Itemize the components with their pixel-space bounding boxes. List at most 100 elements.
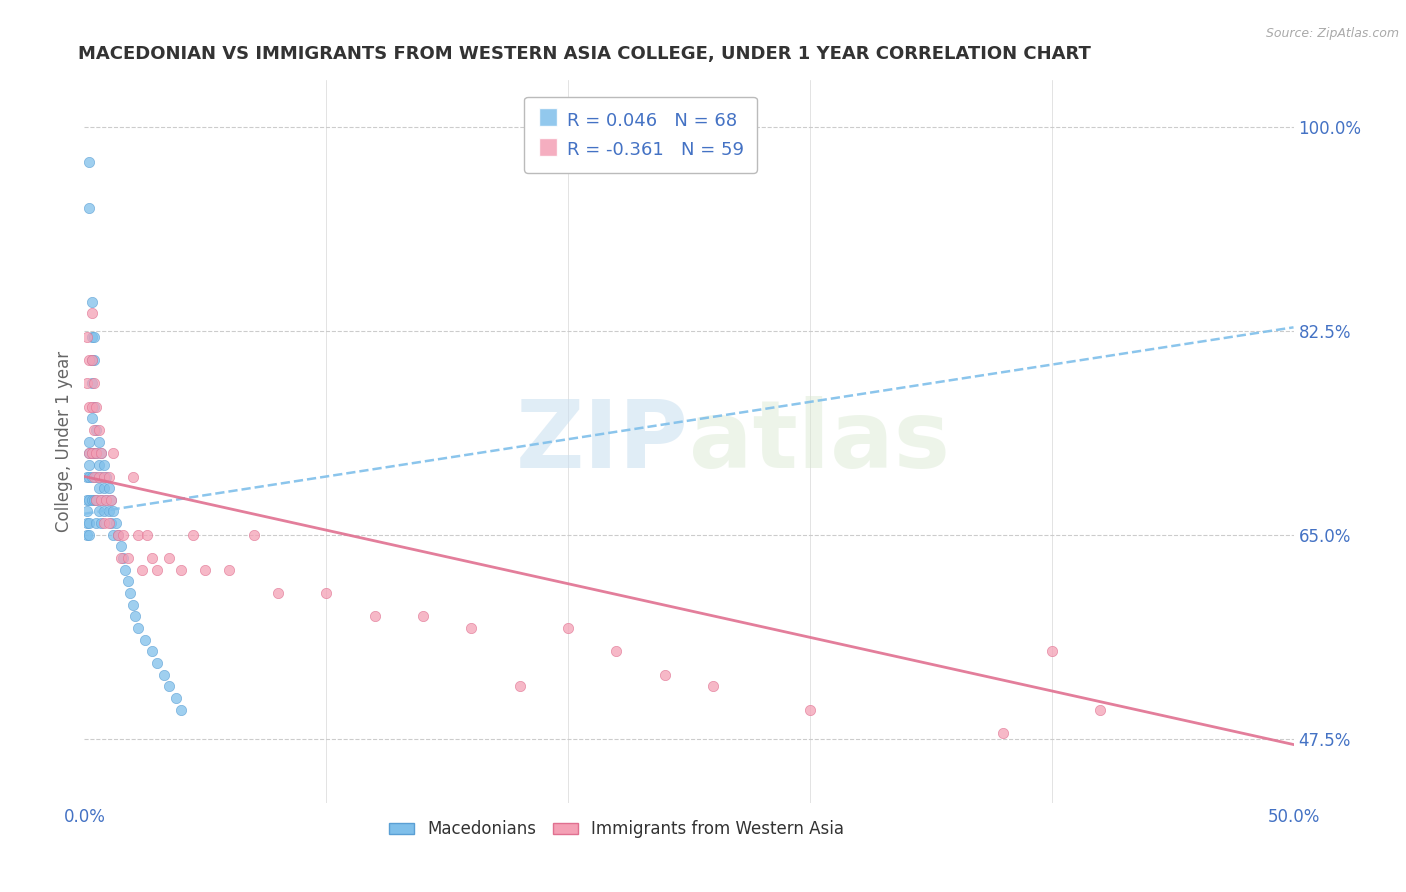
- Point: [315, 586, 337, 600]
- Point: [100, 516, 122, 530]
- Point: [87, 469, 110, 483]
- Point: [87, 423, 110, 437]
- Point: [124, 609, 146, 624]
- Point: [702, 679, 724, 693]
- Point: [412, 609, 434, 624]
- Point: [97, 516, 120, 530]
- Point: [141, 551, 163, 566]
- Point: [93, 458, 115, 472]
- Point: [83, 353, 105, 368]
- Point: [93, 469, 115, 483]
- Point: [77, 458, 100, 472]
- Point: [80, 492, 103, 507]
- Point: [86, 400, 108, 414]
- Point: [87, 458, 110, 472]
- Point: [799, 702, 821, 716]
- Point: [77, 400, 100, 414]
- Point: [181, 528, 204, 542]
- Point: [120, 586, 142, 600]
- Point: [993, 726, 1015, 740]
- Point: [107, 528, 129, 542]
- Point: [86, 446, 108, 460]
- Point: [77, 434, 100, 449]
- Point: [110, 540, 132, 554]
- Point: [90, 446, 112, 460]
- Point: [80, 469, 103, 483]
- Point: [86, 492, 108, 507]
- Point: [83, 492, 105, 507]
- Legend: Macedonians, Immigrants from Western Asia: Macedonians, Immigrants from Western Asi…: [382, 814, 851, 845]
- Point: [83, 469, 105, 483]
- Point: [86, 516, 108, 530]
- Point: [83, 329, 105, 343]
- Point: [76, 504, 98, 518]
- Point: [157, 551, 180, 566]
- Point: [110, 551, 132, 566]
- Point: [654, 667, 676, 681]
- Point: [93, 481, 115, 495]
- Point: [605, 644, 627, 658]
- Point: [77, 202, 100, 216]
- Point: [77, 516, 100, 530]
- Point: [131, 563, 153, 577]
- Point: [76, 329, 98, 343]
- Point: [121, 469, 143, 483]
- Point: [87, 504, 110, 518]
- Point: [87, 434, 110, 449]
- Point: [80, 329, 103, 343]
- Point: [77, 446, 100, 460]
- Point: [97, 481, 120, 495]
- Point: [103, 446, 125, 460]
- Point: [77, 528, 100, 542]
- Point: [267, 586, 290, 600]
- Point: [1088, 702, 1111, 716]
- Point: [76, 376, 98, 391]
- Text: Source: ZipAtlas.com: Source: ZipAtlas.com: [1265, 27, 1399, 40]
- Point: [141, 644, 163, 658]
- Point: [76, 516, 98, 530]
- Point: [94, 469, 117, 483]
- Point: [165, 690, 187, 705]
- Point: [117, 574, 139, 589]
- Point: [83, 400, 105, 414]
- Point: [76, 528, 98, 542]
- Point: [77, 353, 100, 368]
- Point: [86, 469, 108, 483]
- Point: [80, 306, 103, 320]
- Point: [157, 679, 180, 693]
- Point: [194, 563, 217, 577]
- Point: [90, 469, 112, 483]
- Point: [97, 469, 120, 483]
- Point: [77, 446, 100, 460]
- Point: [146, 563, 169, 577]
- Y-axis label: College, Under 1 year: College, Under 1 year: [55, 351, 73, 533]
- Point: [103, 504, 125, 518]
- Point: [86, 423, 108, 437]
- Point: [170, 563, 193, 577]
- Point: [127, 621, 149, 635]
- Point: [83, 423, 105, 437]
- Point: [80, 376, 103, 391]
- Point: [86, 492, 108, 507]
- Point: [83, 376, 105, 391]
- Point: [114, 563, 136, 577]
- Point: [77, 469, 100, 483]
- Point: [121, 598, 143, 612]
- Point: [77, 492, 100, 507]
- Point: [80, 294, 103, 309]
- Point: [103, 528, 125, 542]
- Point: [146, 656, 169, 670]
- Point: [87, 481, 110, 495]
- Point: [363, 609, 385, 624]
- Point: [136, 528, 159, 542]
- Point: [86, 446, 108, 460]
- Point: [100, 492, 122, 507]
- Text: ZIP: ZIP: [516, 395, 689, 488]
- Point: [557, 621, 579, 635]
- Point: [90, 446, 112, 460]
- Point: [94, 492, 117, 507]
- Point: [127, 528, 149, 542]
- Point: [1040, 644, 1063, 658]
- Point: [153, 667, 176, 681]
- Point: [93, 516, 115, 530]
